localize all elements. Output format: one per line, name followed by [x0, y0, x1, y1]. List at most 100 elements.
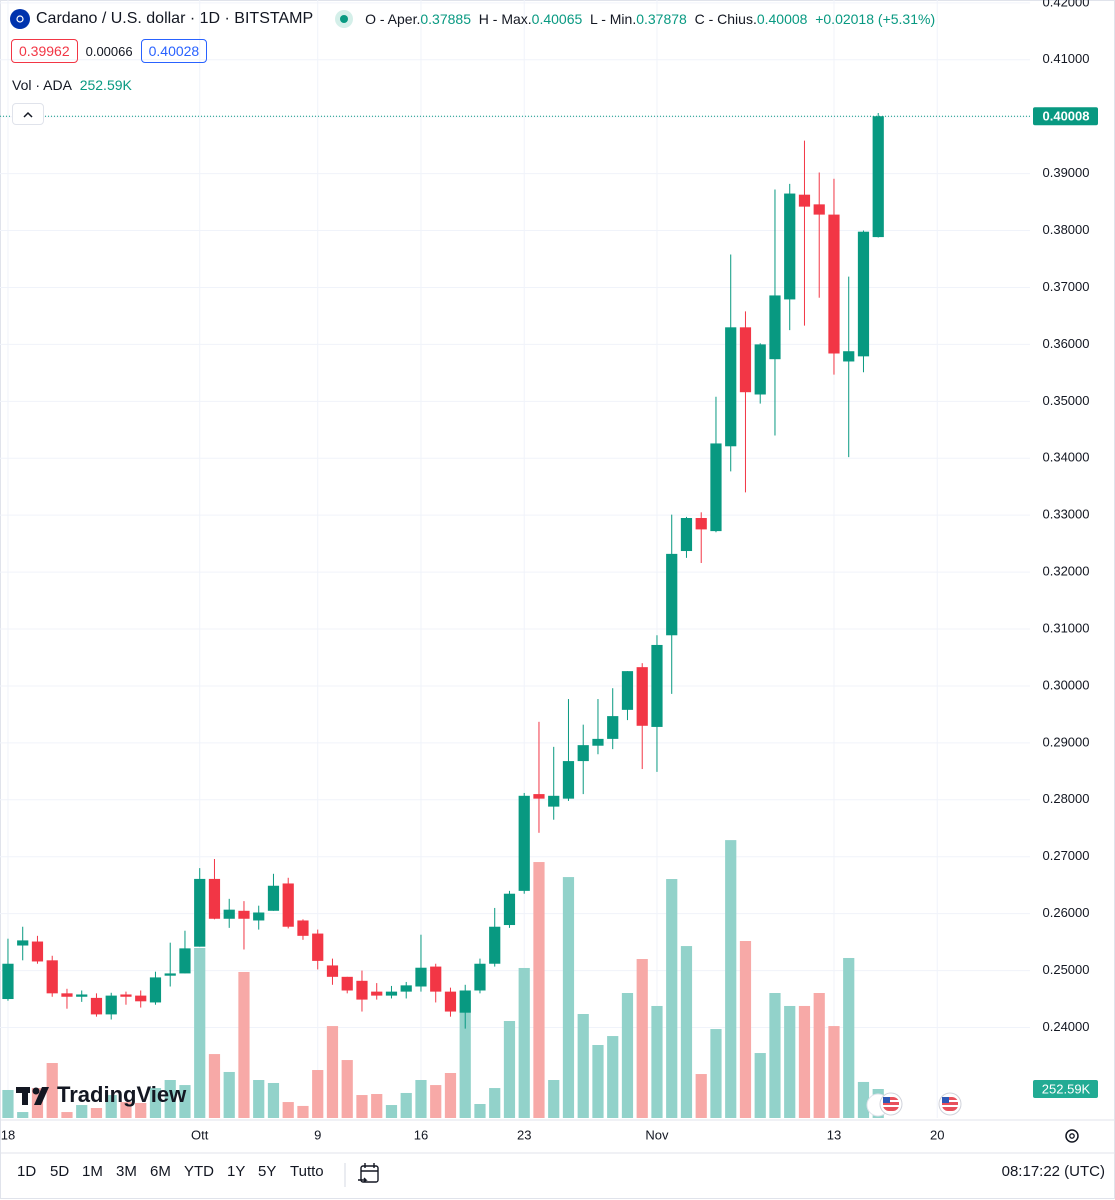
candle-body	[61, 993, 73, 997]
volume-bar	[592, 1044, 604, 1118]
candle-body	[843, 351, 855, 362]
volume-bar	[90, 1108, 103, 1118]
candles	[2, 112, 884, 1029]
volume-bar	[769, 992, 781, 1118]
candle-body	[194, 878, 206, 947]
candle-body	[31, 941, 44, 962]
volume-bar	[400, 1092, 412, 1118]
timeframe-button[interactable]: YTD	[184, 1163, 214, 1180]
candle-body	[621, 671, 634, 710]
y-tick-label: 0.25000	[1043, 962, 1090, 977]
timeframe-button[interactable]: 1D	[17, 1163, 37, 1180]
volume-bar	[415, 1080, 427, 1118]
candle-body	[415, 967, 427, 987]
candle-body	[592, 738, 604, 746]
x-tick-label: Nov	[645, 1127, 669, 1142]
change-pct: (+5.31%)	[877, 11, 936, 27]
volume-bar	[326, 1026, 339, 1118]
y-tick-label: 0.39000	[1043, 165, 1090, 180]
candle-body	[312, 933, 324, 961]
volume-bar	[267, 1082, 280, 1118]
candle-body	[533, 794, 545, 799]
collapse-button[interactable]	[12, 103, 44, 125]
buy-button[interactable]: 0.40028	[140, 39, 208, 63]
candle-body	[872, 116, 884, 238]
x-tick-label: 9	[314, 1127, 321, 1142]
candle-body	[179, 948, 191, 974]
candle-body	[253, 912, 265, 921]
symbol-title: Cardano / U.S. dollar · 1D · BITSTAMP	[36, 10, 314, 27]
candle-body	[798, 194, 811, 207]
volume-bar	[149, 1088, 162, 1118]
clock: 08:17:22 (UTC)	[1001, 1163, 1105, 1180]
volume-bar	[297, 1105, 309, 1118]
candle-body	[120, 994, 132, 997]
candle-body	[46, 960, 58, 994]
candle-body	[710, 443, 722, 532]
settings-icon[interactable]	[1065, 1129, 1079, 1143]
candle-body	[371, 991, 383, 996]
candle-body	[607, 716, 619, 739]
spread: 0.00066	[85, 43, 133, 59]
volume-bar	[725, 840, 737, 1118]
y-tick-label: 0.41000	[1043, 51, 1090, 66]
volume-bar	[489, 1088, 501, 1118]
sell-button[interactable]: 0.39962	[11, 39, 78, 63]
volume-bar	[76, 1105, 88, 1118]
x-tick-label: 16	[414, 1127, 428, 1142]
candle-body	[341, 976, 353, 991]
volume-bar	[857, 1081, 870, 1118]
volume-bar	[474, 1103, 486, 1118]
timeframe-button[interactable]: 1Y	[227, 1163, 246, 1180]
y-tick-label: 0.33000	[1043, 507, 1090, 522]
volume-bar	[562, 877, 575, 1118]
volume-title: Vol · ADA	[12, 77, 72, 93]
candle-body	[76, 994, 88, 997]
watermark: TradingView	[57, 1082, 187, 1107]
volume-bar	[208, 1054, 221, 1118]
candle-body	[430, 966, 442, 992]
volume-badge-label: 252.59K	[1042, 1081, 1091, 1096]
volume-bar	[2, 1089, 14, 1118]
volume-bar	[754, 1053, 766, 1118]
candle-body	[680, 518, 693, 552]
low-value: 0.37878	[636, 11, 687, 27]
candle-body	[385, 991, 398, 996]
volume-bar	[548, 1080, 560, 1118]
volume-bar	[253, 1080, 265, 1118]
timeframe-button[interactable]: Tutto	[290, 1163, 324, 1180]
timeframe-button[interactable]: 1M	[82, 1163, 103, 1180]
ohlc-values: O - Aper.0.37885 H - Max.0.40065 L - Min…	[365, 11, 935, 27]
volume-bar	[61, 1112, 73, 1118]
y-tick-label: 0.30000	[1043, 677, 1090, 692]
candle-body	[105, 995, 117, 1015]
high-label: H - Max.	[478, 11, 532, 27]
volume-legend: Vol · ADA 252.59K	[12, 77, 132, 93]
event-icons	[866, 1092, 962, 1117]
volume-bar	[459, 1000, 471, 1118]
volume-bar	[282, 1102, 294, 1118]
timeframe-button[interactable]: 3M	[116, 1163, 137, 1180]
last-price-badge	[1033, 107, 1098, 126]
timeframe-button[interactable]: 5Y	[258, 1163, 277, 1180]
timeframe-button[interactable]: 6M	[150, 1163, 171, 1180]
change: +0.02018	[815, 11, 875, 27]
volume-bar	[356, 1095, 368, 1118]
volume-bar	[238, 971, 250, 1118]
y-tick-label: 0.24000	[1043, 1019, 1090, 1034]
timeframe-button[interactable]: 5D	[50, 1163, 70, 1180]
volume-bar	[680, 946, 693, 1118]
volume-bar	[828, 1026, 840, 1118]
volume-bar	[798, 1005, 811, 1118]
date-range-icon[interactable]	[344, 1163, 379, 1187]
y-tick-label: 0.35000	[1043, 393, 1090, 408]
volume-bar	[636, 959, 648, 1118]
volume-bar	[518, 967, 530, 1118]
volume-bar	[784, 1005, 796, 1118]
axes: 0.420000.410000.400000.390000.380000.370…	[0, 0, 1098, 1142]
volume-bar	[533, 862, 545, 1118]
candle-body	[326, 965, 339, 977]
x-tick-label: 18	[1, 1127, 15, 1142]
